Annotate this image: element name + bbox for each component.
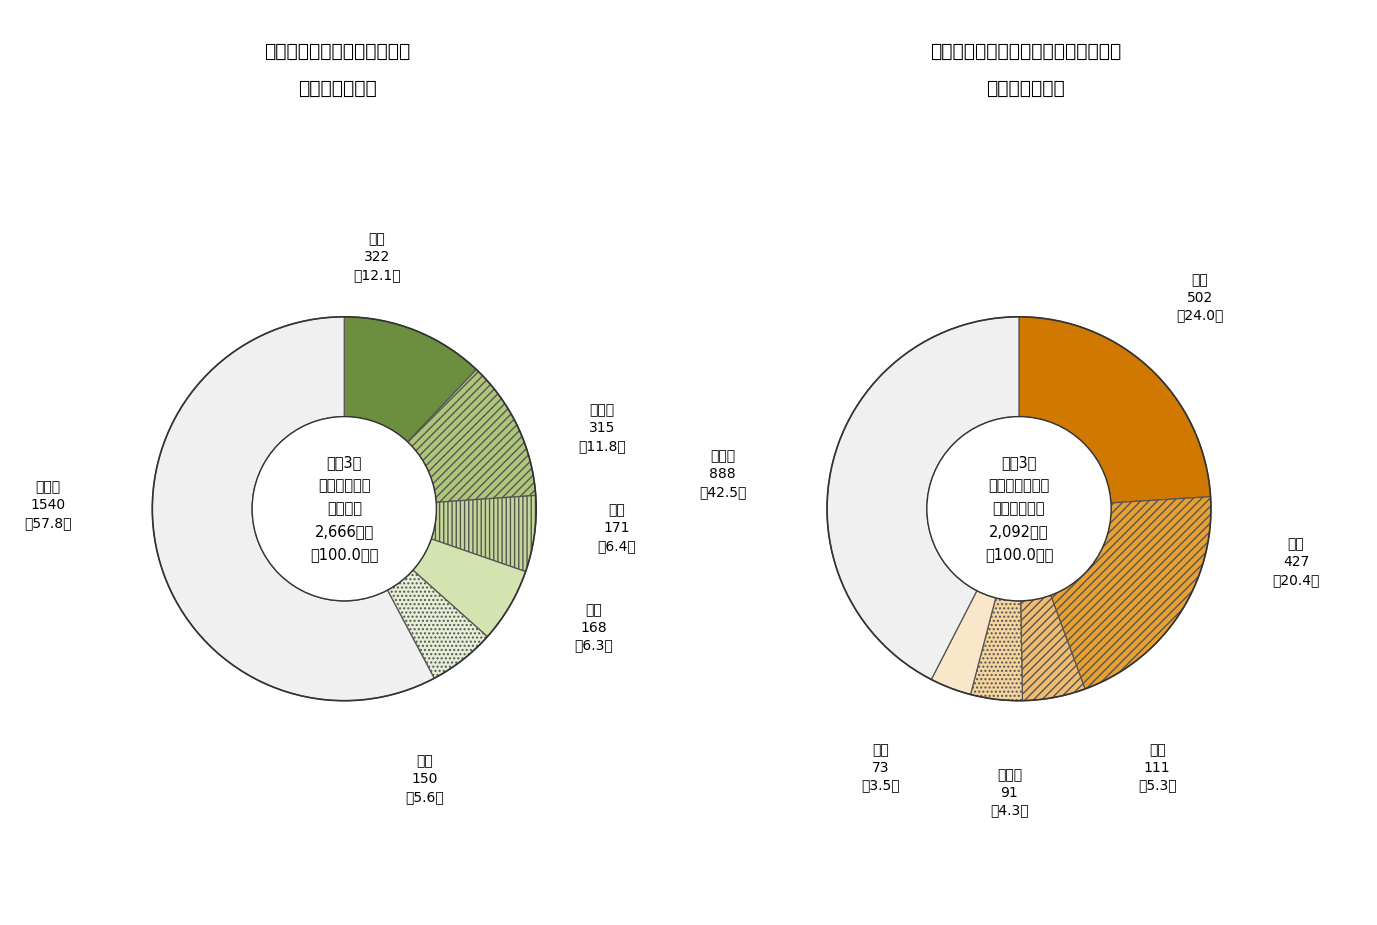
Wedge shape (931, 591, 996, 695)
Text: 宮崎
322
（12.1）: 宮崎 322 （12.1） (353, 232, 401, 282)
Text: 長野
502
（24.0）: 長野 502 （24.0） (1176, 273, 1224, 323)
Wedge shape (153, 316, 434, 701)
Text: 令和3年
栽培きのこ生産
部門の産出額
2,092億円
（100.0％）: 令和3年 栽培きのこ生産 部門の産出額 2,092億円 （100.0％） (985, 456, 1053, 561)
Wedge shape (408, 369, 536, 502)
Wedge shape (1051, 497, 1210, 689)
Text: 令和3年
木材生産部門
の産出額
2,666億円
（100.0％）: 令和3年 木材生産部門 の産出額 2,666億円 （100.0％） (310, 456, 379, 561)
Text: 熊本
168
（6.3）: 熊本 168 （6.3） (574, 603, 613, 653)
Wedge shape (431, 496, 536, 572)
Circle shape (252, 416, 437, 601)
Text: 北海道
315
（11.8）: 北海道 315 （11.8） (578, 403, 627, 453)
Wedge shape (1019, 316, 1210, 503)
Text: 図３　木材生産部門の産出額: 図３ 木材生産部門の産出額 (264, 42, 410, 61)
Text: その他
1540
（57.8）: その他 1540 （57.8） (25, 480, 72, 530)
Text: 北海道
91
（4.3）: 北海道 91 （4.3） (990, 768, 1029, 818)
Wedge shape (971, 598, 1023, 701)
Text: （都道府県別）: （都道府県別） (986, 79, 1066, 98)
Text: 静岡
73
（3.5）: 静岡 73 （3.5） (862, 743, 901, 793)
Text: 福岡
111
（5.3）: 福岡 111 （5.3） (1137, 743, 1176, 793)
Wedge shape (387, 570, 487, 678)
Text: 新潟
427
（20.4）: 新潟 427 （20.4） (1272, 537, 1319, 587)
Text: 岩手
150
（5.6）: 岩手 150 （5.6） (405, 755, 445, 804)
Text: （都道府県別）: （都道府県別） (297, 79, 377, 98)
Wedge shape (344, 316, 476, 442)
Text: 大分
171
（6.4）: 大分 171 （6.4） (598, 503, 636, 553)
Text: 図４　栽培きのこ類生産部門の産出額: 図４ 栽培きのこ類生産部門の産出額 (931, 42, 1121, 61)
Wedge shape (828, 316, 1019, 680)
Text: その他
888
（42.5）: その他 888 （42.5） (700, 450, 746, 500)
Wedge shape (1020, 596, 1085, 700)
Wedge shape (413, 539, 526, 636)
Circle shape (927, 416, 1111, 601)
